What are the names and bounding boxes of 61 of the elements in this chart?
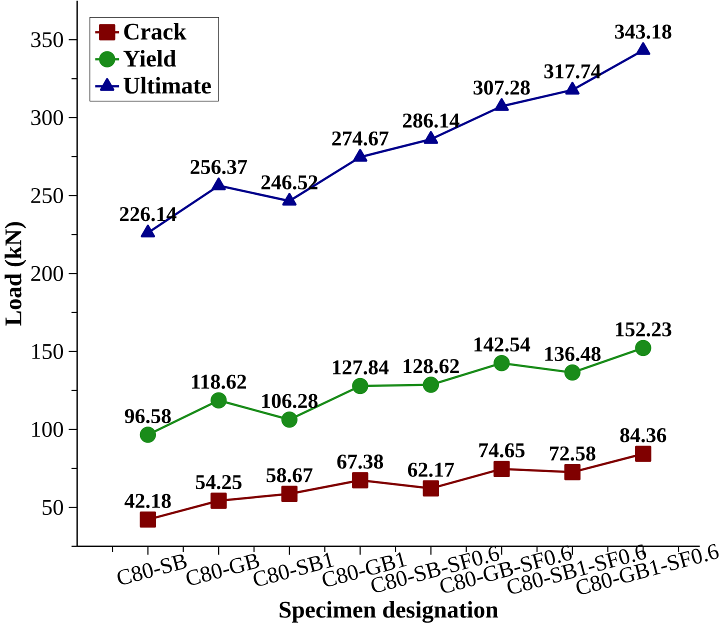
data-label: 62.17	[408, 462, 454, 477]
point	[352, 148, 368, 162]
point	[565, 82, 580, 94]
point	[564, 364, 581, 380]
y-tick-label: 300	[31, 110, 63, 125]
data-label: 72.58	[550, 446, 596, 460]
point	[210, 392, 227, 408]
legend-label: Crack	[124, 22, 186, 40]
data-label: 84.36	[620, 428, 666, 442]
point	[422, 480, 440, 496]
data-label: 152.23	[616, 322, 672, 336]
data-label: 106.28	[262, 394, 318, 408]
data-label: 256.37	[190, 160, 248, 174]
x-axis-title: Specimen designation	[280, 600, 498, 623]
data-label: 286.14	[402, 113, 460, 128]
data-label: 246.52	[261, 175, 318, 190]
point	[140, 426, 156, 443]
point	[281, 486, 298, 502]
data-label: 127.84	[332, 360, 389, 374]
y-tick-label: 200	[31, 266, 63, 281]
point	[282, 192, 297, 206]
data-label: 317.74	[544, 64, 601, 78]
data-label: 74.65	[479, 443, 524, 458]
point	[636, 42, 650, 55]
y-tick-label: 150	[32, 344, 63, 359]
point	[494, 354, 510, 371]
data-label: 54.25	[196, 474, 242, 490]
legend-label: Ultimate	[124, 76, 211, 94]
data-label: 226.14	[120, 206, 176, 222]
data-label: 67.38	[337, 454, 384, 469]
point	[140, 224, 156, 238]
data-label: 96.58	[124, 408, 171, 424]
point	[494, 460, 510, 477]
data-label: 274.67	[332, 131, 389, 146]
point	[140, 511, 156, 528]
y-tick-label: 50	[42, 500, 63, 515]
data-label: 58.67	[266, 468, 313, 482]
data-label: 307.28	[474, 80, 530, 95]
point	[210, 492, 227, 509]
y-tick-label: 350	[31, 32, 63, 48]
legend-label: Yield	[123, 50, 176, 66]
data-label: 136.48	[545, 346, 601, 361]
data-label: 118.62	[192, 374, 246, 389]
x-tick-label: C80-SB	[118, 554, 187, 584]
point	[281, 411, 298, 428]
y-tick-label: 250	[31, 188, 63, 203]
point	[635, 340, 652, 356]
point	[424, 130, 438, 144]
data-label: 128.62	[404, 358, 459, 374]
point	[564, 464, 581, 480]
data-label: 343.18	[615, 24, 672, 39]
point	[494, 98, 509, 111]
point	[211, 177, 226, 190]
point	[352, 378, 368, 394]
data-label: 42.18	[124, 494, 171, 508]
point	[422, 376, 440, 393]
y-tick-label: 100	[32, 422, 63, 437]
data-label: 142.54	[474, 337, 530, 352]
y-axis-title: Load (kN)	[4, 222, 26, 326]
point	[352, 472, 368, 488]
point	[635, 445, 652, 462]
